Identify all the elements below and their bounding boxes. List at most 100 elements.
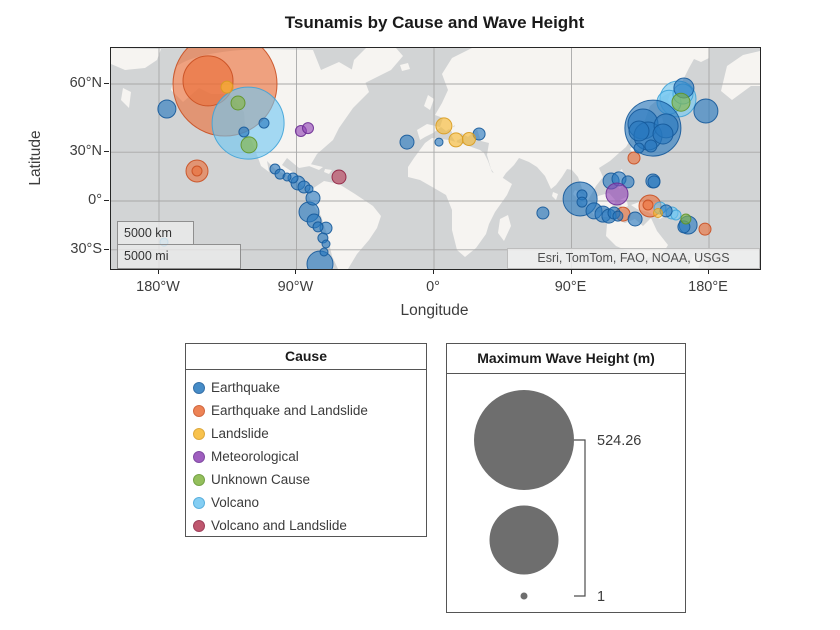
bubble-uk[interactable] xyxy=(230,95,246,111)
bubble-eq[interactable] xyxy=(434,137,444,147)
bubble-eq[interactable] xyxy=(536,206,550,220)
bubble-uk[interactable] xyxy=(240,136,258,154)
x-tick-label: 90°W xyxy=(277,279,314,295)
legend-marker-icon xyxy=(193,427,205,440)
legend-item-label: Unknown Cause xyxy=(211,472,311,487)
bubble-eq[interactable] xyxy=(647,175,661,189)
legend-item-label: Earthquake xyxy=(211,380,281,395)
size-legend-title: Maximum Wave Height (m) xyxy=(447,344,685,374)
y-tick-label: 0° xyxy=(88,192,102,208)
bubble-eq[interactable] xyxy=(576,196,588,208)
x-tick-label: 90°E xyxy=(554,279,587,295)
scalebar-mi: 5000 mi xyxy=(117,244,241,269)
cause-legend-title: Cause xyxy=(186,344,426,370)
legend-marker-icon xyxy=(193,450,205,463)
size-legend-bracket xyxy=(574,439,586,597)
bubble-eq[interactable] xyxy=(258,117,270,129)
bubble-eq[interactable] xyxy=(157,99,177,119)
bubble-eq[interactable] xyxy=(312,221,324,233)
bubble-mt[interactable] xyxy=(605,182,629,206)
bubble-ls[interactable] xyxy=(220,80,234,94)
bubble-eq[interactable] xyxy=(621,175,635,189)
bubble-eq[interactable] xyxy=(628,120,650,142)
bubble-vo[interactable] xyxy=(211,86,285,160)
size-legend-min-value: 1 xyxy=(597,589,605,605)
bubble-ls[interactable] xyxy=(448,132,464,148)
bubble-eq[interactable] xyxy=(693,98,719,124)
size-legend-min-circle xyxy=(520,592,528,600)
bubble-eq[interactable] xyxy=(304,184,314,194)
geo-map[interactable]: 5000 km 5000 mi Esri, TomTom, FAO, NOAA,… xyxy=(110,47,761,270)
x-tick-mark xyxy=(570,269,572,274)
bubble-eq[interactable] xyxy=(321,239,331,249)
legend-item-label: Earthquake and Landslide xyxy=(211,403,368,418)
bubble-uk[interactable] xyxy=(671,92,691,112)
bubble-el[interactable] xyxy=(182,55,234,107)
y-tick-mark xyxy=(104,151,109,153)
y-tick-label: 30°S xyxy=(70,240,102,257)
bubble-eq[interactable] xyxy=(627,211,643,227)
bubble-vl[interactable] xyxy=(331,169,347,185)
bubble-mt[interactable] xyxy=(302,122,314,135)
bubble-eq[interactable] xyxy=(319,247,329,257)
legend-item-el: Earthquake and Landslide xyxy=(193,399,426,422)
legend-item-eq: Earthquake xyxy=(193,376,426,399)
bubble-el[interactable] xyxy=(698,222,712,236)
bubble-el[interactable] xyxy=(642,199,654,211)
bubble-eq[interactable] xyxy=(652,123,674,145)
bubble-eq[interactable] xyxy=(633,142,645,154)
bubble-layer xyxy=(157,48,719,269)
bubble-uk[interactable] xyxy=(680,213,692,225)
x-tick-mark xyxy=(157,269,159,274)
legend-item-label: Meteorological xyxy=(211,449,299,464)
legend-item-label: Landslide xyxy=(211,426,269,441)
legend-item-label: Volcano xyxy=(211,495,260,510)
bubble-el[interactable] xyxy=(627,151,641,165)
cause-legend-items: Earthquake Earthquake and Landslide Landsl… xyxy=(186,370,426,537)
legend-item-mt: Meteorological xyxy=(193,445,426,468)
size-legend-max-value: 524.26 xyxy=(597,433,641,449)
size-legend-canvas: 524.26 1 xyxy=(474,390,641,605)
legend-marker-icon xyxy=(193,381,205,394)
bubble-ls[interactable] xyxy=(462,132,476,146)
x-tick-label: 180°W xyxy=(136,279,180,295)
bubble-el[interactable] xyxy=(191,165,203,177)
map-canvas[interactable] xyxy=(111,48,760,269)
legend-marker-icon xyxy=(193,473,205,486)
y-tick-label: 30°N xyxy=(69,143,102,160)
size-legend-max-circle xyxy=(474,390,574,490)
scalebar-km: 5000 km xyxy=(117,221,194,245)
legend-item-label: Volcano and Landslide xyxy=(211,518,347,533)
chart-title: Tsunamis by Cause and Wave Height xyxy=(284,13,585,32)
y-tick-mark xyxy=(104,248,109,250)
cause-legend: Cause Earthquake Earthquake and Landslide… xyxy=(185,343,427,537)
legend-item-ls: Landslide xyxy=(193,422,426,445)
bubble-eq[interactable] xyxy=(644,139,658,153)
x-tick-mark xyxy=(433,269,434,274)
x-axis-label: Longitude xyxy=(400,302,469,319)
bubble-ls[interactable] xyxy=(435,117,453,135)
legend-marker-icon xyxy=(193,519,205,532)
y-tick-mark xyxy=(104,83,109,84)
x-tick-label: 180°E xyxy=(688,279,728,295)
legend-marker-icon xyxy=(193,496,205,509)
legend-marker-icon xyxy=(193,404,205,417)
x-tick-mark xyxy=(295,269,297,274)
bubble-eq[interactable] xyxy=(305,190,321,206)
bubble-eq[interactable] xyxy=(282,172,292,182)
legend-item-vo: Volcano xyxy=(193,491,426,514)
scalebar-km-label: 5000 km xyxy=(124,226,172,240)
size-legend: Maximum Wave Height (m) 524.26 1 xyxy=(446,343,686,613)
size-legend-mid-circle xyxy=(489,505,559,575)
bubble-eq[interactable] xyxy=(238,126,250,138)
legend-item-uk: Unknown Cause xyxy=(193,468,426,491)
y-tick-mark xyxy=(104,200,109,201)
x-tick-mark xyxy=(708,269,709,274)
bubble-eq[interactable] xyxy=(399,134,415,150)
map-attribution: Esri, TomTom, FAO, NOAA, USGS xyxy=(507,248,760,269)
x-tick-label: 0° xyxy=(426,279,440,295)
bubble-eq[interactable] xyxy=(612,210,624,222)
legend-item-vl: Volcano and Landslide xyxy=(193,514,426,537)
bubble-ls[interactable] xyxy=(653,208,663,218)
